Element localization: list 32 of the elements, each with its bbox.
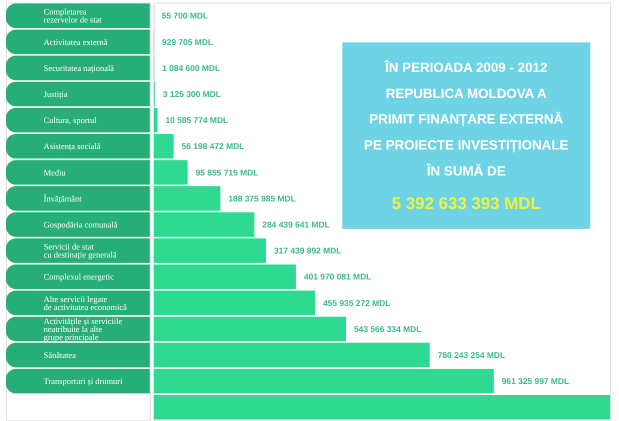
y-tick-label: Mediu: [44, 167, 66, 178]
data-label: 929 705 MDL: [162, 36, 214, 47]
data-label: 3 125 300 MDL: [162, 89, 221, 100]
y-tick-label: Gospodăria comunală: [44, 220, 118, 230]
y-tick-label: Servicii de stat cu destinație generală: [44, 242, 117, 260]
data-label: 401 970 081 MDL: [304, 272, 372, 282]
annotation: ÎN PERIOADA 2009 - 2012 REPUBLICA MOLDOVA A PRIMIT FINANȚARE EXTERNĂ PE PROIECTE INVESTIȚIONALE ÎN SUMĂ DE: [364, 60, 568, 178]
annotation: 5 392 633 393 MDL: [392, 194, 541, 214]
y-tick-label: Justiția: [44, 89, 68, 100]
y-tick-label: Sănătatea: [44, 350, 76, 360]
data-label: 543 566 334 MDL: [354, 324, 422, 334]
data-label: 317 439 892 MDL: [274, 246, 342, 256]
y-tick-label: Securitatea națională: [44, 62, 114, 73]
y-tick-label: Completarea rezervelor de stat: [44, 6, 102, 25]
y-tick-label: Complexul energetic: [44, 272, 114, 282]
data-label: 55 700 MDL: [162, 10, 208, 21]
data-label: 1 084 600 MDL: [162, 62, 220, 73]
y-tick-label: Activitatea externă: [44, 36, 108, 47]
data-label: 95 855 715 MDL: [196, 167, 258, 178]
data-label: 780 243 254 MDL: [438, 350, 506, 360]
y-tick-label: Învățământ: [44, 193, 82, 204]
data-label: 455 935 272 MDL: [322, 298, 390, 308]
data-label: 284 439 641 MDL: [262, 220, 330, 230]
y-tick-label: Activitățile și serviciile neatribuite la alte grupe principale: [44, 316, 122, 342]
data-label: 188 375 985 MDL: [228, 193, 296, 204]
y-tick-label: Cultura, sportul: [44, 115, 98, 126]
data-label: 10 585 774 MDL: [165, 115, 228, 126]
y-tick-label: Transporturi și drumuri: [44, 376, 124, 386]
data-label: 961 325 997 MDL: [502, 376, 570, 386]
data-label: 56 198 472 MDL: [182, 141, 244, 152]
y-tick-label: Asistența socială: [44, 141, 101, 152]
y-tick-label: Alte servicii legate de activitatea economică: [44, 294, 128, 312]
